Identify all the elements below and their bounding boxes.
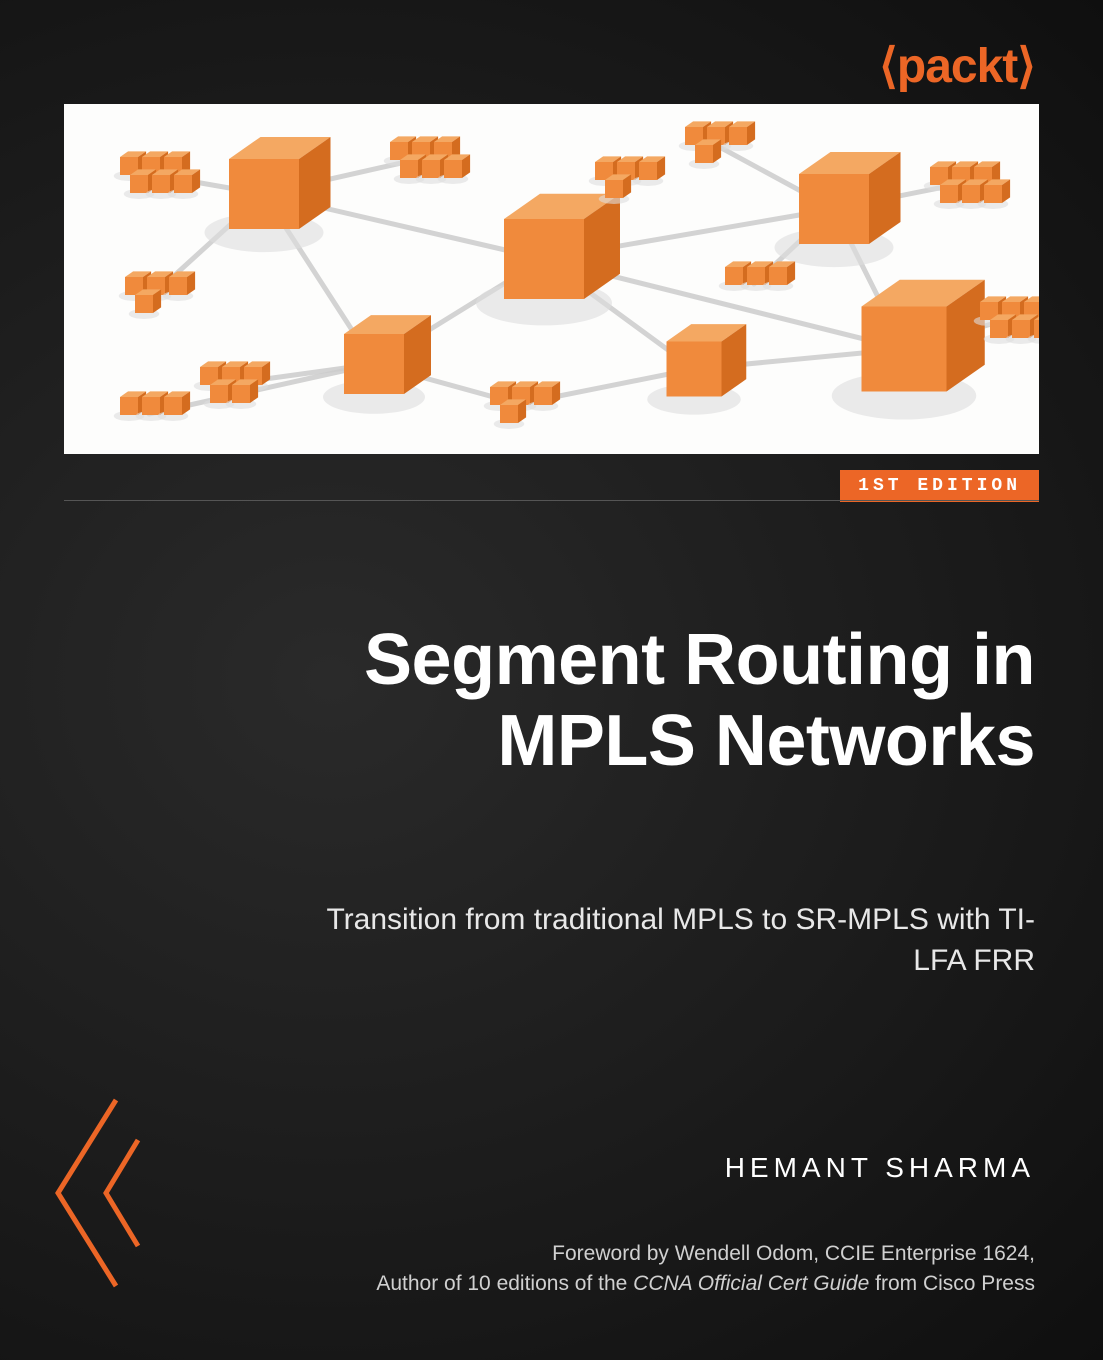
divider-line bbox=[64, 500, 1039, 501]
foreword-line2-post: from Cisco Press bbox=[869, 1272, 1035, 1295]
foreword-line2-pre: Author of 10 editions of the bbox=[376, 1272, 633, 1295]
book-title: Segment Routing in MPLS Networks bbox=[200, 620, 1035, 781]
author-name: HEMANT SHARMA bbox=[725, 1152, 1035, 1184]
publisher-logo: ⟨packt⟩ bbox=[879, 38, 1035, 94]
edition-badge: 1ST EDITION bbox=[840, 470, 1039, 502]
foreword-credit: Foreword by Wendell Odom, CCIE Enterpris… bbox=[200, 1239, 1035, 1298]
foreword-line2-ital: CCNA Official Cert Guide bbox=[633, 1272, 869, 1295]
foreword-line1: Foreword by Wendell Odom, CCIE Enterpris… bbox=[552, 1242, 1035, 1265]
book-cover: ⟨packt⟩ 1ST EDITION Segment Routing in M… bbox=[0, 0, 1103, 1360]
network-diagram bbox=[64, 104, 1039, 454]
hero-image bbox=[64, 104, 1039, 454]
chevron-accent-icon bbox=[38, 1088, 148, 1298]
book-subtitle: Transition from traditional MPLS to SR-M… bbox=[280, 900, 1035, 981]
